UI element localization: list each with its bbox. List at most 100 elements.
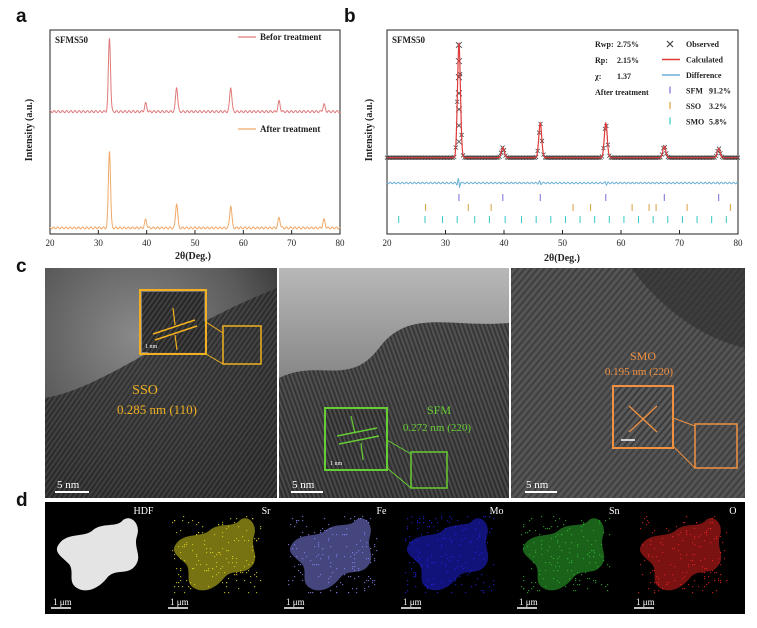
chart-b-observed-point xyxy=(577,155,583,160)
panel-label-c: c xyxy=(16,256,27,277)
chart-b-observed-point xyxy=(731,155,736,160)
eds-maps: HDF 1 μm Sr 1 μm Fe 1 μm Mo 1 μm Sn 1 μm O 1 μm xyxy=(45,502,745,614)
chart-b-observed-point xyxy=(507,155,513,160)
chart-b-observed-point xyxy=(672,155,678,160)
chart-b-observed-point xyxy=(566,155,571,160)
chart-b-observed-point xyxy=(580,155,586,160)
chart-b-xtick-label: 30 xyxy=(441,238,451,248)
eds-scale-label: 1 μm xyxy=(53,597,72,607)
chart-b-observed-point xyxy=(472,155,478,160)
chart-b-legend-value: 5.8% xyxy=(709,118,727,127)
chart-b-observed-point xyxy=(413,155,419,160)
chart-b-observed-point xyxy=(661,145,666,151)
chart-b-observed-point xyxy=(422,155,428,160)
chart-b-fit-stat-value: 2.15% xyxy=(617,56,639,65)
chart-b-observed-point xyxy=(633,155,638,160)
chart-b-observed-point xyxy=(456,42,461,48)
chart-b-observed-point xyxy=(681,155,687,160)
chart-b-observed-point xyxy=(693,155,698,160)
eds-scale-label: 1 μm xyxy=(403,597,422,607)
chart-b-observed-point xyxy=(605,142,611,148)
chart-a-xlabel: 2θ(Deg.) xyxy=(175,251,211,262)
chart-b-observed-point xyxy=(425,155,431,160)
chart-b-observed-point xyxy=(449,155,454,160)
chart-b-xtick-label: 60 xyxy=(617,238,627,248)
chart-b-observed-point xyxy=(634,155,640,160)
chart-b-observed-point xyxy=(671,155,676,160)
panel-label-a: a xyxy=(16,6,27,27)
chart-b-observed-point xyxy=(649,155,654,160)
chart-b-observed-point xyxy=(592,155,597,160)
eds-map-hdf: HDF 1 μm xyxy=(51,506,154,609)
chart-b-observed-point xyxy=(455,73,463,81)
chart-b-observed-point xyxy=(459,132,464,138)
chart-b-observed-point xyxy=(555,155,561,160)
chart-b-observed-point xyxy=(399,155,404,160)
chart-b-observed-point xyxy=(516,155,521,160)
sso-inset-scale: 1 nm xyxy=(145,344,158,350)
chart-b-observed-point xyxy=(408,155,413,160)
chart-b-observed-point xyxy=(503,153,508,158)
chart-b-observed-point xyxy=(655,155,660,160)
eds-element-label: O xyxy=(729,506,736,517)
chart-b-observed-point xyxy=(476,155,482,160)
chart-b-observed-point xyxy=(455,122,463,129)
chart-b-observed-point xyxy=(481,155,486,160)
chart-b-fit-stat-label: Rwp: xyxy=(595,40,614,49)
chart-b-observed-point xyxy=(697,155,703,160)
chart-b-observed-point xyxy=(561,155,567,160)
chart-b-fit-stat-value: 2.75% xyxy=(617,40,639,49)
chart-b-legend-label: Calculated xyxy=(686,56,723,65)
chart-b-fit-stat-label: χ: xyxy=(594,72,601,81)
chart-b-observed-point xyxy=(611,155,616,160)
chart-b-observed-point xyxy=(434,155,440,160)
chart-b-observed-point xyxy=(403,155,409,160)
eds-element-label: Mo xyxy=(489,506,503,517)
chart-b-observed-point xyxy=(462,155,467,160)
chart-b-observed-point xyxy=(455,90,463,97)
chart-b-observed-point xyxy=(441,155,447,160)
chart-b-observed-point xyxy=(428,155,434,160)
eds-scale-label: 1 μm xyxy=(286,597,305,607)
chart-b-observed-point xyxy=(471,155,476,160)
chart-b-observed-point xyxy=(574,155,580,160)
chart-b-observed-point xyxy=(713,153,719,159)
chart-b-observed-point xyxy=(457,71,463,77)
chart-b-observed-point xyxy=(511,155,517,160)
chart-b-observed-point xyxy=(639,155,644,160)
eds-particle xyxy=(406,518,488,591)
chart-b-observed-point xyxy=(669,155,675,160)
chart-b-observed-point xyxy=(523,155,529,160)
chart-b-observed-point xyxy=(637,155,643,160)
chart-b-observed-point xyxy=(469,155,475,160)
chart-b-observed-point xyxy=(488,155,494,160)
chart-b-observed-point xyxy=(573,155,578,160)
chart-b-observed-point xyxy=(716,146,722,151)
eds-speckle xyxy=(404,516,494,594)
eds-speckle xyxy=(521,516,611,594)
eds-element-label: Fe xyxy=(377,506,388,517)
chart-b-observed-point xyxy=(389,155,394,160)
chart-b-observed-point xyxy=(560,155,565,160)
chart-b-observed-point xyxy=(722,155,728,160)
eds-element-label: HDF xyxy=(133,506,153,517)
chart-b-observed-point xyxy=(664,151,669,156)
chart-b-observed-point xyxy=(394,155,400,160)
chart-a-sample-label: SFMS50 xyxy=(55,35,89,45)
chart-b-observed-point xyxy=(386,155,391,160)
chart-b-observed-point xyxy=(646,155,652,160)
chart-b-observed-point xyxy=(451,154,457,160)
chart-b-observed-point xyxy=(443,155,448,160)
chart-b-observed-point xyxy=(396,155,401,160)
chart-b-observed-point xyxy=(482,155,488,160)
chart-b-observed-point xyxy=(647,155,653,160)
chart-b-observed-point xyxy=(411,155,416,160)
chart-b-observed-point xyxy=(662,144,668,150)
chart-b-observed-point xyxy=(666,155,672,160)
chart-b-xtick-label: 50 xyxy=(558,238,568,248)
sso-spacing-label: 0.285 nm (110) xyxy=(117,402,197,417)
chart-b-observed-point xyxy=(631,155,637,160)
eds-particle xyxy=(173,518,255,591)
chart-b-observed-point xyxy=(390,155,396,160)
chart-b-observed-point xyxy=(418,155,423,160)
